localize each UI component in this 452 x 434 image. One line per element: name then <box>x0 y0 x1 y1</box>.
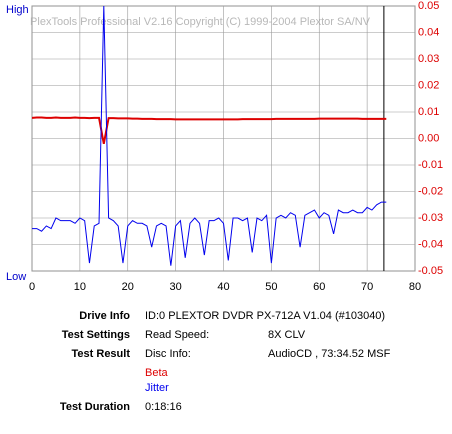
legend-entry: Jitter <box>145 382 169 394</box>
x-tick-label: 60 <box>313 281 325 293</box>
y2-tick-label: 0.00 <box>418 132 439 144</box>
x-tick-label: 0 <box>29 281 35 293</box>
x-tick-label: 40 <box>217 281 229 293</box>
y2-tick-label: -0.05 <box>418 265 443 277</box>
series-line <box>32 5 387 266</box>
info-label: Test Result <box>72 348 131 360</box>
x-tick-label: 80 <box>409 281 421 293</box>
info-label: Drive Info <box>79 310 130 322</box>
x-tick-label: 30 <box>170 281 182 293</box>
y2-tick-label: -0.01 <box>418 159 443 171</box>
info-value: 8X CLV <box>268 329 306 341</box>
info-value: AudioCD , 73:34.52 MSF <box>268 348 391 360</box>
high-label: High <box>6 4 29 16</box>
y2-tick-label: -0.02 <box>418 185 443 197</box>
info-value: 0:18:16 <box>145 401 182 413</box>
y2-tick-label: 0.04 <box>418 26 439 38</box>
y2-tick-label: 0.03 <box>418 53 439 65</box>
y2-tick-label: -0.03 <box>418 212 443 224</box>
x-tick-label: 10 <box>74 281 86 293</box>
y2-tick-label: 0.05 <box>418 0 439 12</box>
x-tick-label: 20 <box>122 281 134 293</box>
y2-tick-label: -0.04 <box>418 238 443 250</box>
info-value: ID:0 PLEXTOR DVDR PX-712A V1.04 (#103040… <box>145 310 385 322</box>
info-key: Disc Info: <box>145 348 191 360</box>
legend-entry: Beta <box>145 367 169 379</box>
info-key: Read Speed: <box>145 329 209 341</box>
info-label: Test Duration <box>60 401 130 413</box>
y2-tick-label: 0.02 <box>418 79 439 91</box>
watermark: PlexTools Professional V2.16 Copyright (… <box>30 16 371 28</box>
x-tick-label: 70 <box>361 281 373 293</box>
x-tick-label: 50 <box>265 281 277 293</box>
info-label: Test Settings <box>62 329 130 341</box>
series-line <box>31 116 387 144</box>
low-label: Low <box>6 271 26 283</box>
y2-tick-label: 0.01 <box>418 106 439 118</box>
